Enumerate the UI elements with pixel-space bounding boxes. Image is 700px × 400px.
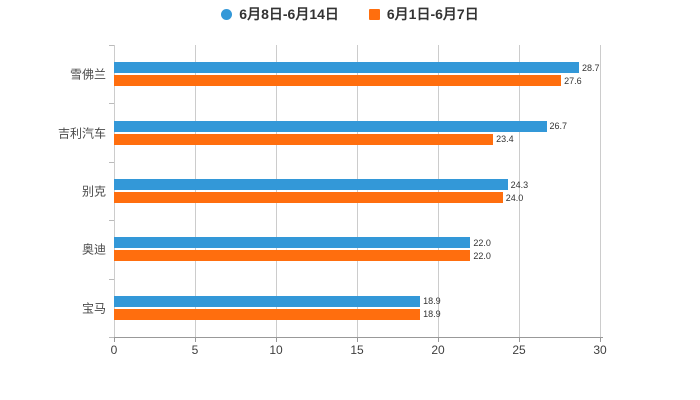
x-tick-label: 5 [191, 343, 199, 357]
x-tick-label: 25 [512, 343, 526, 357]
legend: 6月8日-6月14日 6月1日-6月7日 [0, 4, 700, 24]
bar-value-label: 22.0 [473, 237, 491, 248]
bar-week2[interactable] [114, 237, 471, 249]
bar-value-label: 22.0 [473, 250, 491, 261]
bar-week1[interactable] [114, 133, 494, 145]
y-axis-tick [109, 278, 114, 280]
bar-value-label: 23.4 [496, 134, 514, 145]
legend-item-week1[interactable]: 6月1日-6月7日 [368, 4, 479, 24]
x-tick-label: 15 [350, 343, 364, 357]
legend-label: 6月1日-6月7日 [386, 6, 479, 22]
bar-value-label: 18.9 [423, 296, 441, 307]
x-axis-tick [114, 337, 115, 342]
x-axis-tick [600, 337, 601, 342]
category-label: 奥迪 [81, 242, 106, 257]
bar-value-label: 24.0 [505, 192, 524, 203]
bar-value-label: 28.7 [581, 62, 600, 73]
x-axis-tick [357, 337, 358, 342]
gridline [519, 45, 520, 337]
gridline [438, 45, 439, 337]
bar-value-label: 27.6 [564, 75, 582, 86]
gridline [195, 45, 196, 337]
gridline [276, 45, 277, 337]
x-tick-label: 20 [431, 343, 445, 357]
y-axis-tick [109, 337, 114, 338]
x-axis-tick [438, 337, 439, 342]
category-label: 别克 [81, 184, 106, 199]
bar-week1[interactable] [114, 250, 471, 262]
legend-marker-circle-icon [221, 8, 233, 20]
bar-week1[interactable] [114, 308, 421, 320]
category-label: 雪佛兰 [69, 67, 106, 82]
x-axis-line [114, 337, 603, 338]
x-axis-tick [519, 337, 520, 342]
x-tick-label: 10 [269, 343, 283, 357]
x-tick-label: 30 [593, 343, 607, 357]
bar-value-label: 24.3 [510, 179, 529, 190]
y-axis-tick [109, 103, 114, 105]
x-axis-tick [195, 337, 196, 342]
bar-week2[interactable] [114, 120, 547, 132]
category-label: 吉利汽车 [57, 126, 106, 141]
bar-week2[interactable] [114, 295, 421, 307]
legend-marker-square-icon [368, 8, 380, 20]
bar-week2[interactable] [114, 62, 579, 74]
gridline [600, 45, 601, 337]
y-axis-tick [109, 45, 114, 46]
x-tick-label: 0 [110, 343, 118, 357]
bar-week2[interactable] [114, 179, 508, 190]
bar-value-label: 18.9 [423, 309, 441, 320]
bar-value-label: 26.7 [549, 121, 568, 132]
legend-item-week2[interactable]: 6月8日-6月14日 [221, 4, 339, 24]
category-label: 宝马 [81, 301, 106, 316]
y-axis-tick [109, 161, 114, 163]
x-axis-tick [276, 337, 277, 342]
bar-week1[interactable] [114, 192, 503, 203]
y-axis-tick [109, 220, 114, 222]
bar-week1[interactable] [114, 75, 562, 87]
y-axis-line [114, 45, 115, 337]
legend-label: 6月8日-6月14日 [239, 6, 339, 22]
gridline [357, 45, 358, 337]
